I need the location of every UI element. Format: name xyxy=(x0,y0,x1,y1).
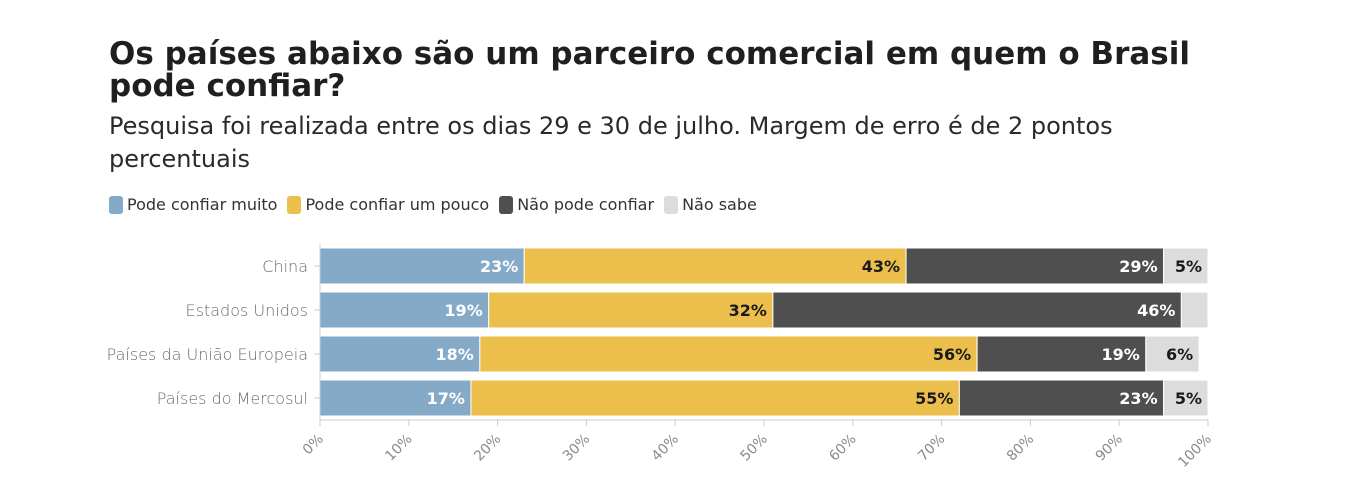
chart-subtitle: Pesquisa foi realizada entre os dias 29 … xyxy=(109,112,1113,173)
data-label: 18% xyxy=(436,345,474,364)
data-label: 5% xyxy=(1175,389,1202,408)
category-label: China xyxy=(262,257,308,276)
legend-label: Pode confiar um pouco xyxy=(305,195,490,214)
legend: Pode confiar muito Pode confiar um pouco… xyxy=(109,195,767,214)
chart-title: Os países abaixo são um parceiro comerci… xyxy=(109,36,1190,104)
x-tick-label: 60% xyxy=(826,431,859,464)
bar-segment xyxy=(1163,379,1209,417)
data-label: 19% xyxy=(444,301,482,320)
legend-label: Não sabe xyxy=(682,195,757,214)
data-label: 19% xyxy=(1102,345,1140,364)
bar-segment xyxy=(319,379,472,417)
legend-label: Pode confiar muito xyxy=(127,195,278,214)
bar-segment xyxy=(958,379,1165,417)
data-label: 29% xyxy=(1119,257,1157,276)
x-tick-label: 40% xyxy=(649,431,682,464)
data-label: 6% xyxy=(1166,345,1193,364)
data-label: 32% xyxy=(729,301,767,320)
legend-item-nao-sabe[interactable]: Não sabe xyxy=(664,195,757,214)
x-tick-label: 0% xyxy=(300,431,327,458)
x-tick-label: 80% xyxy=(1004,431,1037,464)
data-label: 17% xyxy=(427,389,465,408)
x-tick-label: 90% xyxy=(1093,431,1126,464)
bar-segment xyxy=(772,291,1182,329)
category-label: Países do Mercosul xyxy=(157,389,308,408)
category-label: Países da União Europeia xyxy=(107,345,308,364)
bar-segment xyxy=(905,247,1165,285)
legend-swatch-pode-confiar-um-pouco xyxy=(287,195,302,214)
x-tick-label: 10% xyxy=(382,431,415,464)
x-tick-label: 70% xyxy=(915,431,948,464)
bar-segment xyxy=(523,247,907,285)
legend-item-pode-confiar-muito[interactable]: Pode confiar muito xyxy=(109,195,277,214)
data-label: 56% xyxy=(933,345,971,364)
legend-item-pode-confiar-um-pouco[interactable]: Pode confiar um pouco xyxy=(287,195,489,214)
legend-swatch-nao-sabe xyxy=(664,195,679,214)
bar-segment xyxy=(1163,247,1209,285)
legend-swatch-nao-pode-confiar xyxy=(499,195,514,214)
bar-segment xyxy=(319,247,525,285)
bar-segment xyxy=(319,335,481,373)
data-label: 43% xyxy=(862,257,900,276)
x-tick-label: 100% xyxy=(1175,431,1215,471)
data-label: 46% xyxy=(1137,301,1175,320)
data-label: 23% xyxy=(1119,389,1157,408)
x-tick-label: 30% xyxy=(560,431,593,464)
bar-segment xyxy=(488,291,774,329)
bar-segment xyxy=(976,335,1147,373)
bar-segment xyxy=(479,335,978,373)
bar-segment xyxy=(319,291,490,329)
bar-segment xyxy=(1180,291,1209,329)
legend-swatch-pode-confiar-muito xyxy=(109,195,123,214)
bar-segment xyxy=(470,379,960,417)
data-label: 5% xyxy=(1175,257,1202,276)
data-label: 55% xyxy=(915,389,953,408)
category-label: Estados Unidos xyxy=(186,301,308,320)
data-label: 23% xyxy=(480,257,518,276)
x-tick-label: 50% xyxy=(738,431,771,464)
bar-segment xyxy=(1145,335,1200,373)
legend-item-nao-pode-confiar[interactable]: Não pode confiar xyxy=(499,195,654,214)
legend-label: Não pode confiar xyxy=(517,195,655,214)
x-tick-label: 20% xyxy=(471,431,504,464)
